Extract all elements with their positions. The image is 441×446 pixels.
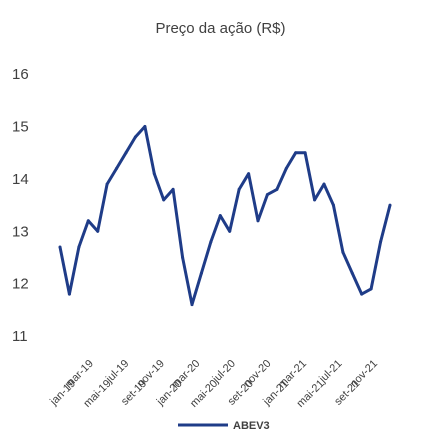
data-point bbox=[247, 172, 251, 176]
data-point bbox=[199, 271, 203, 275]
y-tick-label: 15 bbox=[12, 119, 29, 136]
data-point bbox=[133, 135, 137, 139]
x-tick-label: mar-19 bbox=[63, 358, 96, 391]
series-line-abev3 bbox=[58, 125, 392, 307]
data-point bbox=[228, 229, 232, 233]
data-point bbox=[143, 125, 147, 128]
x-axis-ticks: jan-19mar-19mai-19jul-19set-19nov-19jan-… bbox=[47, 358, 380, 410]
y-tick-label: 16 bbox=[12, 66, 29, 83]
data-point bbox=[284, 166, 288, 170]
data-point bbox=[96, 229, 100, 233]
data-point bbox=[162, 198, 166, 202]
data-point bbox=[105, 182, 109, 186]
x-tick-label: nov-19 bbox=[135, 358, 167, 390]
y-tick-label: 12 bbox=[12, 276, 29, 293]
data-point bbox=[331, 203, 335, 207]
series-lines bbox=[58, 125, 392, 307]
data-point bbox=[360, 292, 364, 296]
data-point bbox=[115, 166, 119, 170]
chart-title: Preço da ação (R$) bbox=[155, 20, 286, 37]
data-point bbox=[209, 240, 213, 244]
y-axis-ticks: 11 12 13 14 15 16 bbox=[12, 66, 29, 345]
y-tick-label: 11 bbox=[12, 328, 28, 345]
data-point bbox=[218, 214, 222, 218]
data-point bbox=[379, 240, 383, 244]
data-point bbox=[256, 219, 260, 223]
data-point bbox=[275, 187, 279, 191]
data-point bbox=[124, 151, 128, 155]
data-point bbox=[369, 287, 373, 291]
data-point bbox=[67, 292, 71, 296]
data-point bbox=[77, 245, 81, 249]
data-point bbox=[303, 151, 307, 155]
data-point bbox=[341, 250, 345, 254]
data-point bbox=[86, 219, 90, 223]
data-point bbox=[294, 151, 298, 155]
data-point bbox=[350, 271, 354, 275]
data-point bbox=[181, 256, 185, 259]
data-point bbox=[265, 193, 269, 197]
x-tick-label: mar-21 bbox=[276, 358, 309, 391]
x-tick-label: mar-20 bbox=[169, 358, 202, 391]
data-point bbox=[58, 245, 62, 249]
data-point bbox=[313, 198, 317, 202]
x-tick-label: nov-20 bbox=[241, 358, 273, 390]
legend-label-abev3: ABEV3 bbox=[233, 420, 270, 432]
data-point bbox=[322, 182, 326, 186]
data-point bbox=[171, 187, 175, 191]
y-tick-label: 13 bbox=[12, 223, 29, 240]
data-point bbox=[152, 172, 156, 176]
y-tick-label: 14 bbox=[12, 171, 29, 188]
data-point bbox=[237, 187, 241, 191]
legend: ABEV3 bbox=[178, 420, 270, 432]
data-point bbox=[190, 303, 194, 307]
data-point bbox=[388, 203, 392, 207]
x-tick-label: nov-21 bbox=[348, 358, 380, 390]
